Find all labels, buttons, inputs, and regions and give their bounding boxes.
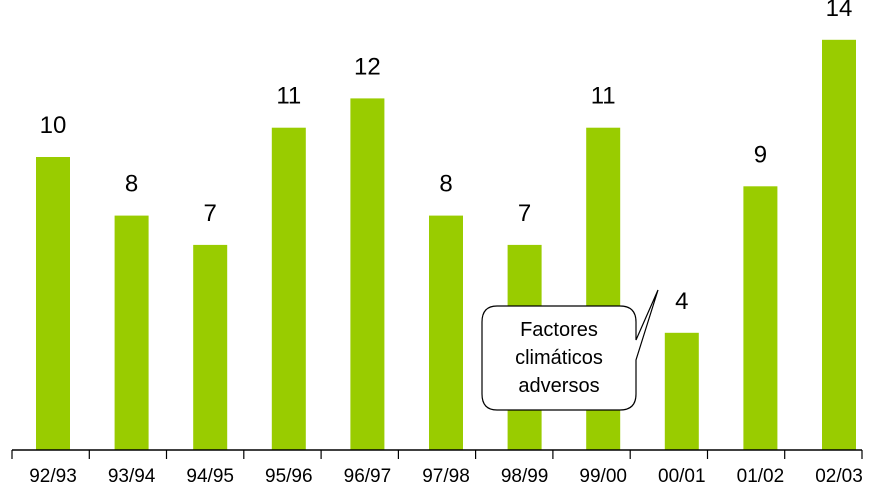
- value-label-96-97: 12: [354, 53, 381, 80]
- value-label-98-99: 7: [518, 200, 531, 227]
- tick-label-95-96: 95/96: [265, 466, 313, 487]
- tick-label-92-93: 92/93: [29, 466, 77, 487]
- bar-93-94: [114, 215, 149, 450]
- value-label-93-94: 8: [125, 171, 138, 198]
- tick-label-02-03: 02/03: [815, 466, 863, 487]
- value-label-99-00: 11: [591, 83, 616, 110]
- tick-label-94-95: 94/95: [186, 466, 234, 487]
- callout-line-2: climáticos: [515, 347, 603, 369]
- tick-label-93-94: 93/94: [108, 466, 156, 487]
- tick-label-98-99: 98/99: [501, 466, 549, 487]
- bar-94-95: [193, 244, 228, 450]
- tick-label-99-00: 99/00: [579, 466, 627, 487]
- x-axis-tick-labels: 92/93 93/94 94/95 95/96 96/97 97/98 98/99 99/00…: [29, 466, 863, 487]
- bar-00-01: [664, 332, 699, 450]
- tick-label-96-97: 96/97: [344, 466, 392, 487]
- value-label-97-98: 8: [439, 171, 452, 198]
- bar-96-97: [350, 98, 385, 451]
- value-label-94-95: 7: [204, 200, 217, 227]
- x-axis-ticks: [11, 450, 863, 459]
- callout-bubble: [481, 289, 659, 411]
- callout-line-1: Factores: [520, 319, 598, 341]
- tick-label-00-01: 00/01: [658, 466, 706, 487]
- value-label-95-96: 11: [276, 83, 301, 110]
- value-labels-layer: 10 8 7 11 12 8 7 11 4 9 14: [40, 0, 853, 315]
- bar-01-02: [743, 186, 778, 451]
- annotation-callout: Factores climáticos adversos: [481, 289, 659, 411]
- tick-label-97-98: 97/98: [422, 466, 470, 487]
- bar-02-03: [822, 39, 856, 451]
- value-label-02-03: 14: [826, 0, 853, 22]
- bar-95-96: [271, 127, 306, 450]
- value-label-92-93: 10: [40, 112, 67, 139]
- tick-label-01-02: 01/02: [737, 466, 785, 487]
- bar-92-93: [36, 157, 70, 450]
- bars-layer: [36, 39, 856, 451]
- value-label-01-02: 9: [754, 141, 767, 168]
- callout-line-3: adversos: [518, 375, 599, 397]
- bar-97-98: [429, 215, 463, 450]
- value-label-00-01: 4: [675, 288, 688, 315]
